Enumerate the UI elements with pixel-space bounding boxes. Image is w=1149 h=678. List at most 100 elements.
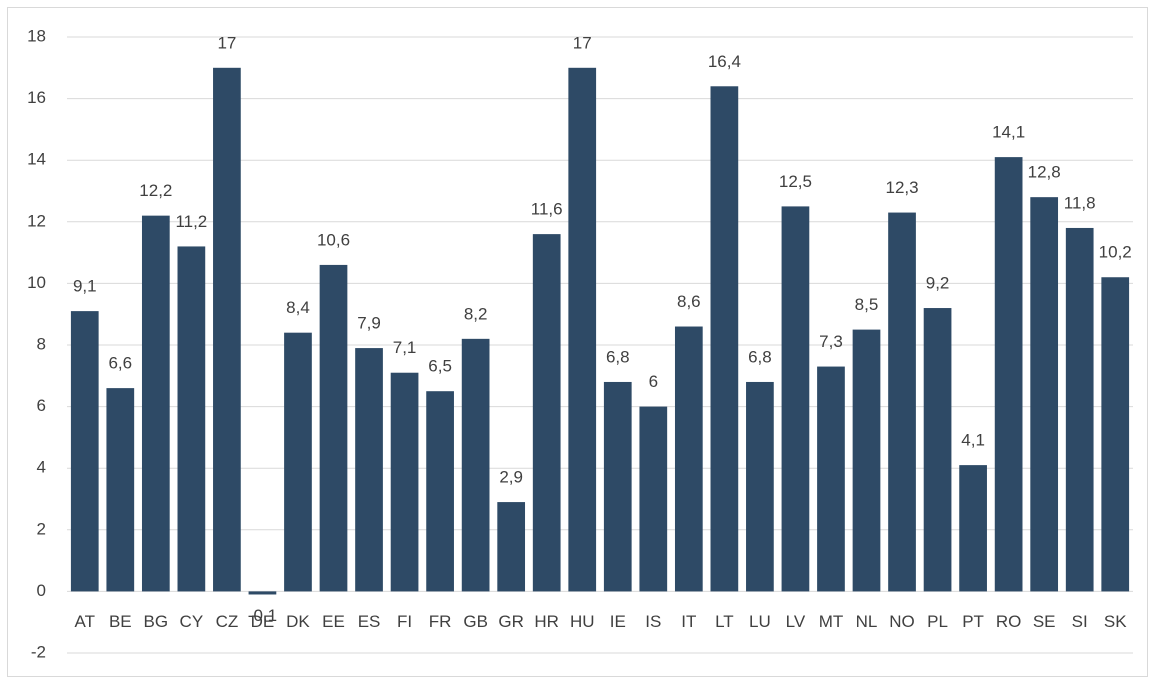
data-label: 11,2 (175, 212, 207, 231)
data-label: 6,8 (748, 347, 772, 366)
bar (746, 381, 774, 592)
x-tick-label: FR (429, 612, 452, 631)
bar (426, 391, 454, 592)
x-tick-label: SE (1033, 612, 1056, 631)
bar (284, 332, 312, 592)
bar (959, 465, 987, 592)
data-label: 12,5 (779, 172, 812, 191)
x-tick-label: SI (1072, 612, 1088, 631)
x-tick-label: FI (397, 612, 412, 631)
data-label: -0,1 (248, 606, 277, 625)
bar (923, 308, 952, 592)
bar (248, 591, 277, 595)
bar (1101, 277, 1130, 592)
bar (568, 67, 597, 592)
bar (355, 348, 383, 592)
data-label: 16,4 (708, 52, 741, 71)
data-label: 17 (573, 33, 592, 52)
data-label: 17 (217, 33, 236, 52)
data-label: 9,2 (926, 274, 950, 293)
bar (319, 264, 348, 592)
bar (177, 246, 206, 592)
x-tick-label: LV (786, 612, 806, 631)
bar (781, 206, 810, 592)
y-tick-label: 6 (37, 396, 46, 415)
x-tick-label: HU (570, 612, 595, 631)
bar (710, 86, 739, 592)
y-tick-label: 8 (37, 334, 46, 353)
x-tick-label: CY (180, 612, 204, 631)
x-tick-label: HR (534, 612, 559, 631)
data-label: 6 (649, 372, 658, 391)
bar (639, 406, 668, 592)
data-label: 12,2 (139, 181, 172, 200)
data-label: 10,2 (1099, 243, 1132, 262)
data-label: 8,2 (464, 304, 488, 323)
bar (994, 157, 1023, 592)
x-tick-label: DK (286, 612, 310, 631)
x-tick-label: GR (498, 612, 524, 631)
x-tick-label: LT (715, 612, 734, 631)
x-tick-label: GB (463, 612, 488, 631)
bar (106, 388, 135, 592)
data-label: 2,9 (499, 468, 523, 487)
data-label: 6,6 (108, 354, 132, 373)
bar (888, 212, 916, 592)
data-label: 11,8 (1064, 193, 1096, 212)
data-label: 4,1 (961, 431, 985, 450)
data-label: 7,1 (393, 338, 417, 357)
x-tick-label: ES (358, 612, 381, 631)
x-tick-label: BG (144, 612, 169, 631)
data-label: 11,6 (531, 200, 563, 219)
data-label: 7,3 (819, 332, 843, 351)
data-label: 6,5 (428, 357, 452, 376)
bar (852, 329, 881, 592)
bar (390, 372, 419, 592)
bar (497, 502, 526, 592)
x-tick-label: IE (610, 612, 626, 631)
bar (532, 234, 561, 592)
data-label: 8,5 (855, 295, 879, 314)
x-tick-label: RO (996, 612, 1022, 631)
bar (603, 381, 632, 592)
chart-border (7, 7, 1148, 677)
data-label: 10,6 (317, 230, 350, 249)
x-tick-label: IT (681, 612, 696, 631)
data-label: 6,8 (606, 347, 630, 366)
x-tick-label: CZ (216, 612, 239, 631)
y-tick-label: 16 (27, 88, 46, 107)
bar (461, 338, 490, 592)
x-tick-label: SK (1104, 612, 1127, 631)
x-tick-label: MT (819, 612, 844, 631)
data-label: 14,1 (992, 123, 1025, 142)
x-tick-label: NL (856, 612, 878, 631)
data-label: 7,9 (357, 314, 381, 333)
x-tick-label: EE (322, 612, 345, 631)
x-tick-label: PL (927, 612, 948, 631)
x-tick-label: LU (749, 612, 771, 631)
y-tick-label: 0 (37, 581, 46, 600)
y-tick-label: 14 (27, 150, 46, 169)
data-label: 8,6 (677, 292, 701, 311)
y-tick-label: 10 (27, 273, 46, 292)
x-tick-label: PT (962, 612, 984, 631)
bar (1065, 227, 1094, 592)
x-tick-label: AT (75, 612, 95, 631)
y-tick-label: -2 (31, 642, 46, 661)
data-label: 8,4 (286, 298, 310, 317)
x-tick-label: DE (251, 612, 275, 631)
y-tick-label: 18 (27, 26, 46, 45)
bar (817, 366, 845, 592)
bar (1030, 197, 1059, 592)
data-label: 12,8 (1028, 163, 1061, 182)
bar (141, 215, 170, 592)
x-tick-label: BE (109, 612, 132, 631)
bar (213, 67, 241, 592)
y-tick-label: 2 (37, 519, 46, 538)
y-tick-label: 12 (27, 211, 46, 230)
y-tick-label: 4 (37, 458, 46, 477)
data-label: 9,1 (73, 277, 97, 296)
x-tick-label: IS (645, 612, 661, 631)
bar (674, 326, 703, 592)
